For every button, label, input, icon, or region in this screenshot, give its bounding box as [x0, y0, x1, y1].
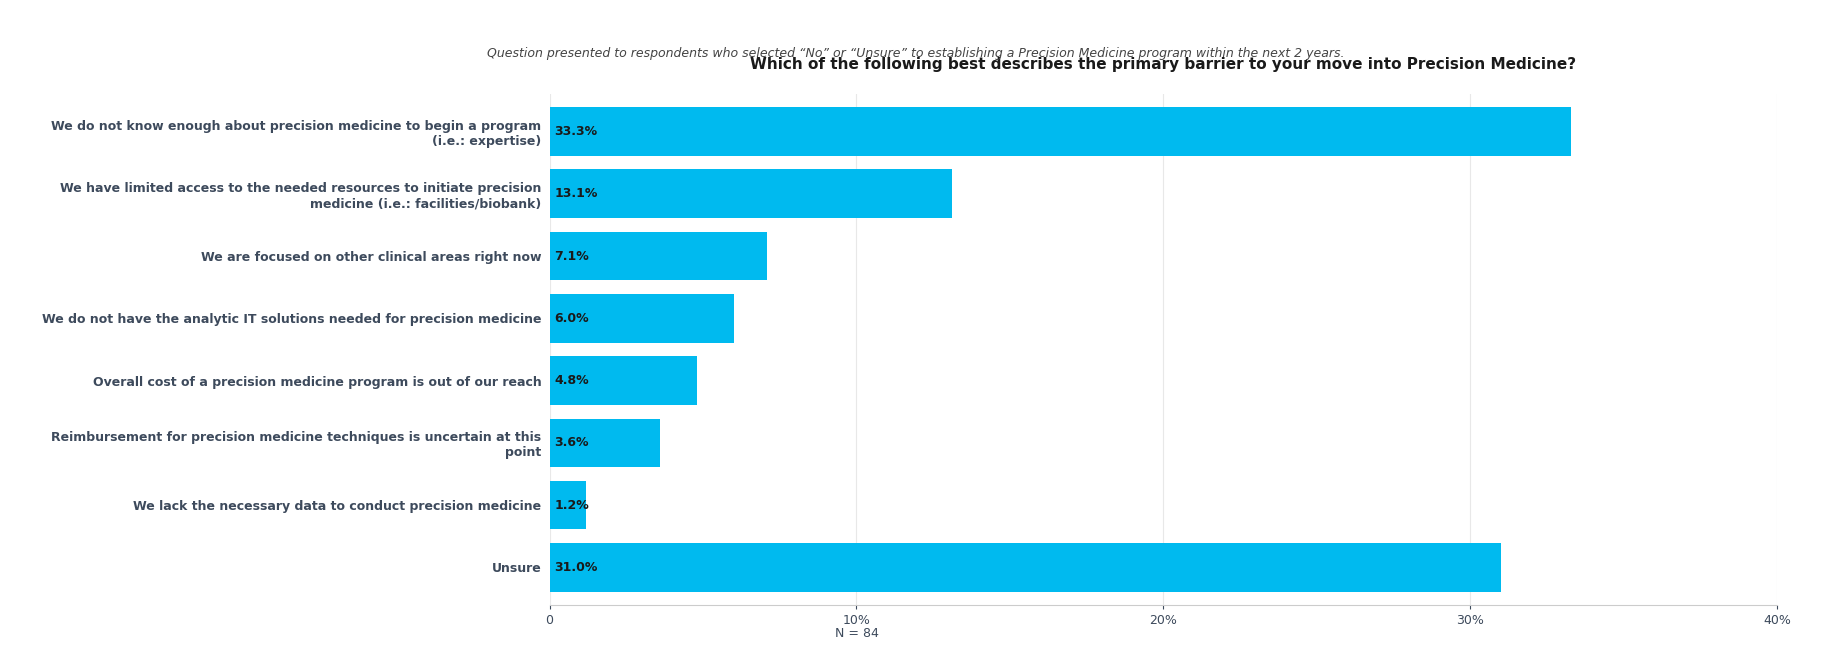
- Bar: [550, 356, 696, 405]
- Text: Question presented to respondents who selected “No” or “Unsure” to establishing : Question presented to respondents who se…: [487, 47, 1345, 60]
- Text: 1.2%: 1.2%: [555, 499, 588, 511]
- Bar: [550, 169, 951, 218]
- Text: 6.0%: 6.0%: [555, 312, 588, 325]
- Text: 13.1%: 13.1%: [555, 187, 597, 200]
- Text: N = 84: N = 84: [835, 626, 878, 640]
- Text: 33.3%: 33.3%: [555, 125, 597, 138]
- Bar: [550, 294, 733, 343]
- Bar: [550, 232, 768, 280]
- Text: 7.1%: 7.1%: [555, 249, 588, 263]
- Bar: [550, 107, 1572, 156]
- Text: 3.6%: 3.6%: [555, 436, 588, 450]
- Bar: [550, 543, 1500, 592]
- Title: Which of the following best describes the primary barrier to your move into Prec: Which of the following best describes th…: [751, 57, 1576, 72]
- Text: 4.8%: 4.8%: [555, 374, 588, 387]
- Bar: [550, 419, 660, 467]
- Bar: [550, 481, 586, 530]
- Text: 31.0%: 31.0%: [555, 561, 597, 574]
